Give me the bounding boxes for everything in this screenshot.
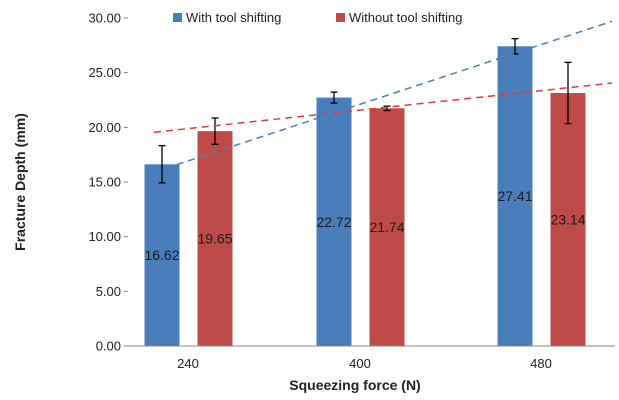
data-label: 23.14 [550,212,585,228]
data-label: 21.74 [369,219,404,235]
bar-without-tool-shifting-480 [550,93,586,346]
trendline-without-tool-shifting [153,82,613,133]
y-tick-label: 15.00 [88,175,121,190]
data-label: 19.65 [197,231,232,247]
trendlines-group [153,20,613,173]
y-tick-label: 30.00 [88,11,121,26]
x-tick-label: 400 [349,356,371,371]
bar-with-tool-shifting-480 [497,46,533,347]
legend-swatch-with-tool-shifting [173,13,182,22]
legend-label-with-tool-shifting: With tool shifting [186,10,281,25]
bar-with-tool-shifting-400 [316,97,352,346]
legend-swatch-without-tool-shifting [336,13,345,22]
y-tick-label: 10.00 [88,229,121,244]
y-tick-label: 25.00 [88,65,121,80]
bar-without-tool-shifting-240 [197,131,233,346]
y-axis-title: Fracture Depth (mm) [12,113,28,251]
x-axis-title: Squeezing force (N) [289,377,420,393]
bar-without-tool-shifting-400 [369,108,405,347]
trendline-with-tool-shifting [153,20,613,173]
legend: With tool shifting Without tool shifting [173,10,462,25]
y-tick-label: 0.00 [96,339,121,354]
y-tick-label: 5.00 [96,284,121,299]
x-axis-ticks: 240 400 480 [177,356,552,371]
bar-series-group [144,46,586,347]
error-bars-group [158,38,572,184]
bar-with-tool-shifting-240 [144,164,180,346]
x-tick-label: 240 [177,356,199,371]
data-label: 22.72 [316,214,351,230]
legend-label-without-tool-shifting: Without tool shifting [349,10,462,25]
x-tick-label: 480 [530,356,552,371]
y-axis-ticks: 0.00 5.00 10.00 15.00 20.00 25.00 30.00 [88,11,128,354]
data-labels-group: 16.62 22.72 27.41 19.65 21.74 23.14 [144,188,585,263]
data-label: 27.41 [497,188,532,204]
data-label: 16.62 [144,247,179,263]
y-tick-label: 20.00 [88,120,121,135]
